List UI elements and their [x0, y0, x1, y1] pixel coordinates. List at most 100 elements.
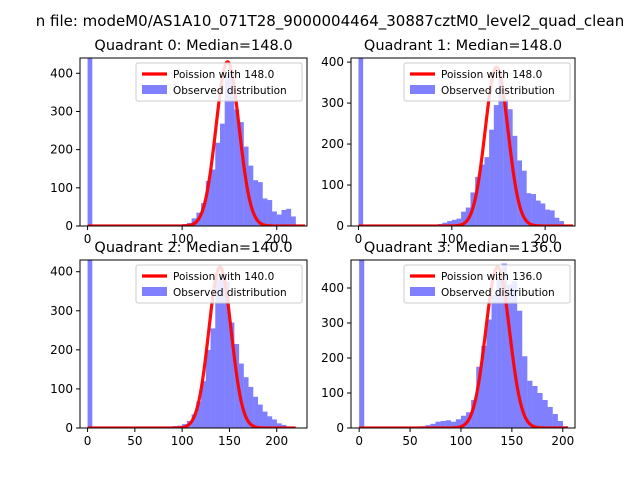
y-tick-label: 100: [50, 382, 73, 396]
histogram-bar: [430, 423, 436, 428]
y-tick-label: 0: [65, 421, 73, 435]
y-tick-label: 400: [50, 66, 73, 80]
histogram-bar: [210, 328, 216, 428]
poisson-fit-line: [358, 265, 569, 428]
y-tick-label: 200: [321, 137, 344, 151]
x-tick-label: 200: [534, 232, 557, 246]
histogram-bar-zero: [87, 58, 93, 226]
y-tick-label: 400: [321, 55, 344, 69]
x-tick-label: 200: [265, 434, 288, 448]
histogram-bar: [486, 319, 492, 428]
histogram-bar: [527, 380, 533, 428]
histogram-bar: [224, 75, 230, 226]
histogram-bar: [262, 411, 268, 428]
histogram-bar: [267, 200, 273, 226]
histogram-bar: [234, 109, 240, 226]
y-tick-label: 100: [50, 181, 73, 195]
x-tick-label: 0: [84, 232, 92, 246]
legend-swatch-hist: [142, 287, 167, 296]
histogram-bar: [479, 164, 485, 226]
histogram-bar: [238, 122, 244, 226]
x-tick-label: 200: [265, 232, 288, 246]
y-tick-label: 0: [336, 421, 344, 435]
subplot-title: Quadrant 1: Median=148.0: [364, 38, 562, 54]
legend: Poission with 136.0 Observed distribution: [403, 264, 571, 304]
histogram-bar: [545, 209, 550, 226]
histogram-bar: [496, 277, 502, 428]
histogram-bar: [549, 210, 555, 226]
histogram-bar: [517, 160, 522, 226]
histogram-bar: [506, 284, 513, 428]
histogram-bar: [196, 401, 202, 428]
y-tick-label: 100: [321, 386, 344, 400]
figure-suptitle: n file: modeM0/AS1A10_071T28_9000004464_…: [36, 12, 625, 31]
x-tick-label: 100: [171, 434, 194, 448]
x-tick-label: 0: [355, 232, 363, 246]
histogram-bar: [272, 211, 277, 226]
histogram-bar-zero: [359, 260, 365, 428]
legend-label-hist: Observed distribution: [173, 85, 287, 97]
histogram-bar-zero: [358, 58, 364, 226]
axes-frame: [350, 259, 576, 429]
y-tick-label: 200: [50, 143, 73, 157]
histogram-bar: [447, 221, 452, 226]
histogram-bar: [540, 203, 546, 226]
x-tick-label: 150: [500, 434, 523, 448]
histogram-bar: [205, 349, 211, 428]
histogram-bar: [481, 345, 487, 428]
x-tick-label: 200: [551, 434, 574, 448]
histogram-bar: [210, 169, 216, 226]
histogram-bar: [471, 400, 477, 428]
histogram-bar: [440, 421, 446, 428]
histogram-bar: [205, 180, 211, 226]
histogram-bar: [257, 182, 263, 226]
histogram-bar: [455, 419, 462, 428]
histogram-bar: [503, 98, 508, 226]
histogram-bar: [191, 414, 197, 428]
subplot-2: 0 50 100 150 200 0 100 200 300 400 Quadrant 2: Med…: [50, 240, 308, 448]
x-tick-label: 150: [218, 434, 241, 448]
x-tick-label: 50: [127, 434, 142, 448]
x-tick-label: 0: [355, 434, 363, 448]
histogram-bar: [229, 322, 235, 428]
legend-label-fit: Poission with 140.0: [173, 271, 274, 283]
y-tick-label: 0: [336, 219, 344, 233]
histogram-bar: [248, 386, 254, 428]
y-tick-label: 300: [50, 104, 73, 118]
histogram-bar: [476, 366, 482, 428]
axes-frame: [350, 57, 576, 227]
histogram-bar: [201, 203, 206, 226]
axes-frame: [79, 57, 308, 227]
subplot-0: 0 100 200 0 100 200 300 400 Quadrant 0: Median=1…: [50, 38, 308, 246]
histogram-bar: [521, 170, 527, 226]
histogram-bar: [493, 105, 499, 226]
histogram-bar: [253, 396, 259, 428]
subplot-title: Quadrant 3: Median=136.0: [364, 240, 562, 256]
y-tick-label: 300: [321, 316, 344, 330]
legend-box: [403, 264, 571, 304]
y-tick-label: 200: [50, 343, 73, 357]
subplot-3: 0 50 100 150 200 0 100 200 300 400 Quadrant 3: Med…: [321, 240, 576, 448]
histogram-bar: [234, 344, 240, 428]
histogram-bar: [531, 194, 536, 226]
legend: Poission with 148.0 Observed distribution: [403, 62, 571, 102]
histogram-bar: [552, 414, 558, 428]
histogram-bar: [253, 180, 259, 226]
histogram-bar: [489, 129, 494, 226]
histogram-bar: [522, 356, 528, 428]
histogram-bar: [272, 419, 277, 428]
histogram-bar: [559, 221, 564, 226]
y-tick-label: 300: [50, 304, 73, 318]
histogram-bar: [286, 208, 292, 226]
legend-label-fit: Poission with 148.0: [173, 69, 274, 81]
y-tick-label: 100: [321, 178, 344, 192]
histogram-bar: [557, 421, 563, 428]
legend-label-fit: Poission with 148.0: [441, 69, 542, 81]
legend-box: [403, 62, 571, 102]
histogram-bar: [201, 381, 206, 428]
legend-label-hist: Observed distribution: [441, 287, 555, 299]
plot-area: [358, 260, 569, 428]
histogram-bar: [554, 217, 560, 226]
histogram-bar: [491, 295, 497, 428]
